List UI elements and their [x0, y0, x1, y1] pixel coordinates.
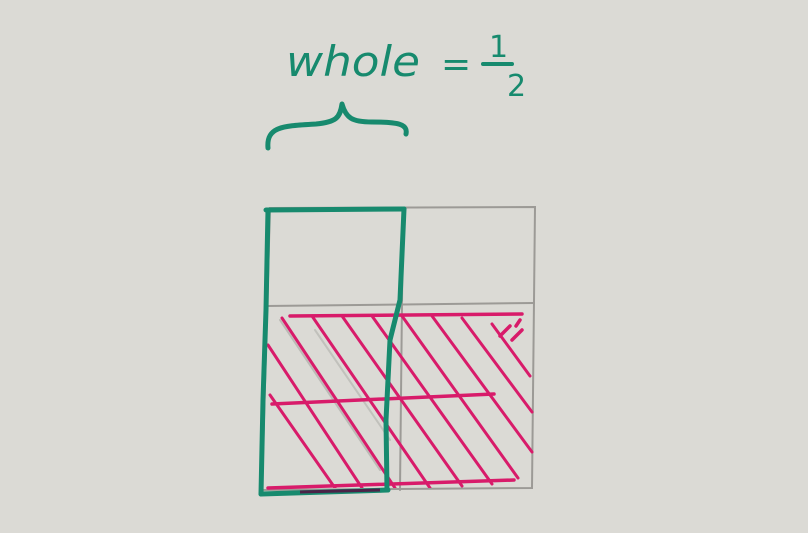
pencil-faint-stroke — [279, 319, 381, 471]
whole-right-edge — [383, 206, 407, 493]
hatch-tick — [510, 328, 524, 342]
hatch-line — [490, 322, 532, 378]
hatch-line — [268, 393, 337, 488]
hatch-line — [266, 343, 364, 488]
whole-top-edge — [263, 206, 407, 213]
hatch-line — [280, 316, 397, 488]
hatch-line — [310, 314, 432, 488]
hatch-line — [340, 314, 464, 488]
whole-left-edge — [258, 207, 271, 497]
overlap-stroke — [299, 488, 381, 494]
equals-sign: = — [441, 44, 471, 85]
shaded-half-borders — [266, 312, 524, 490]
shaded-top-edge — [288, 312, 524, 318]
pencil-faint-stroke — [314, 329, 391, 441]
whole-label: whole — [286, 37, 420, 86]
hatch-line — [460, 316, 534, 414]
fraction-numerator: 1 — [489, 30, 508, 65]
fraction-denominator: 2 — [507, 69, 526, 104]
hatch-line — [430, 314, 534, 454]
whole-equals-half-label: whole = 1 2 — [286, 30, 526, 104]
shaded-bottom-edge — [266, 478, 516, 490]
shaded-middle-line — [270, 392, 496, 406]
curly-brace — [265, 101, 409, 151]
hatch-tick — [498, 324, 512, 338]
hatch-tick — [514, 318, 522, 328]
